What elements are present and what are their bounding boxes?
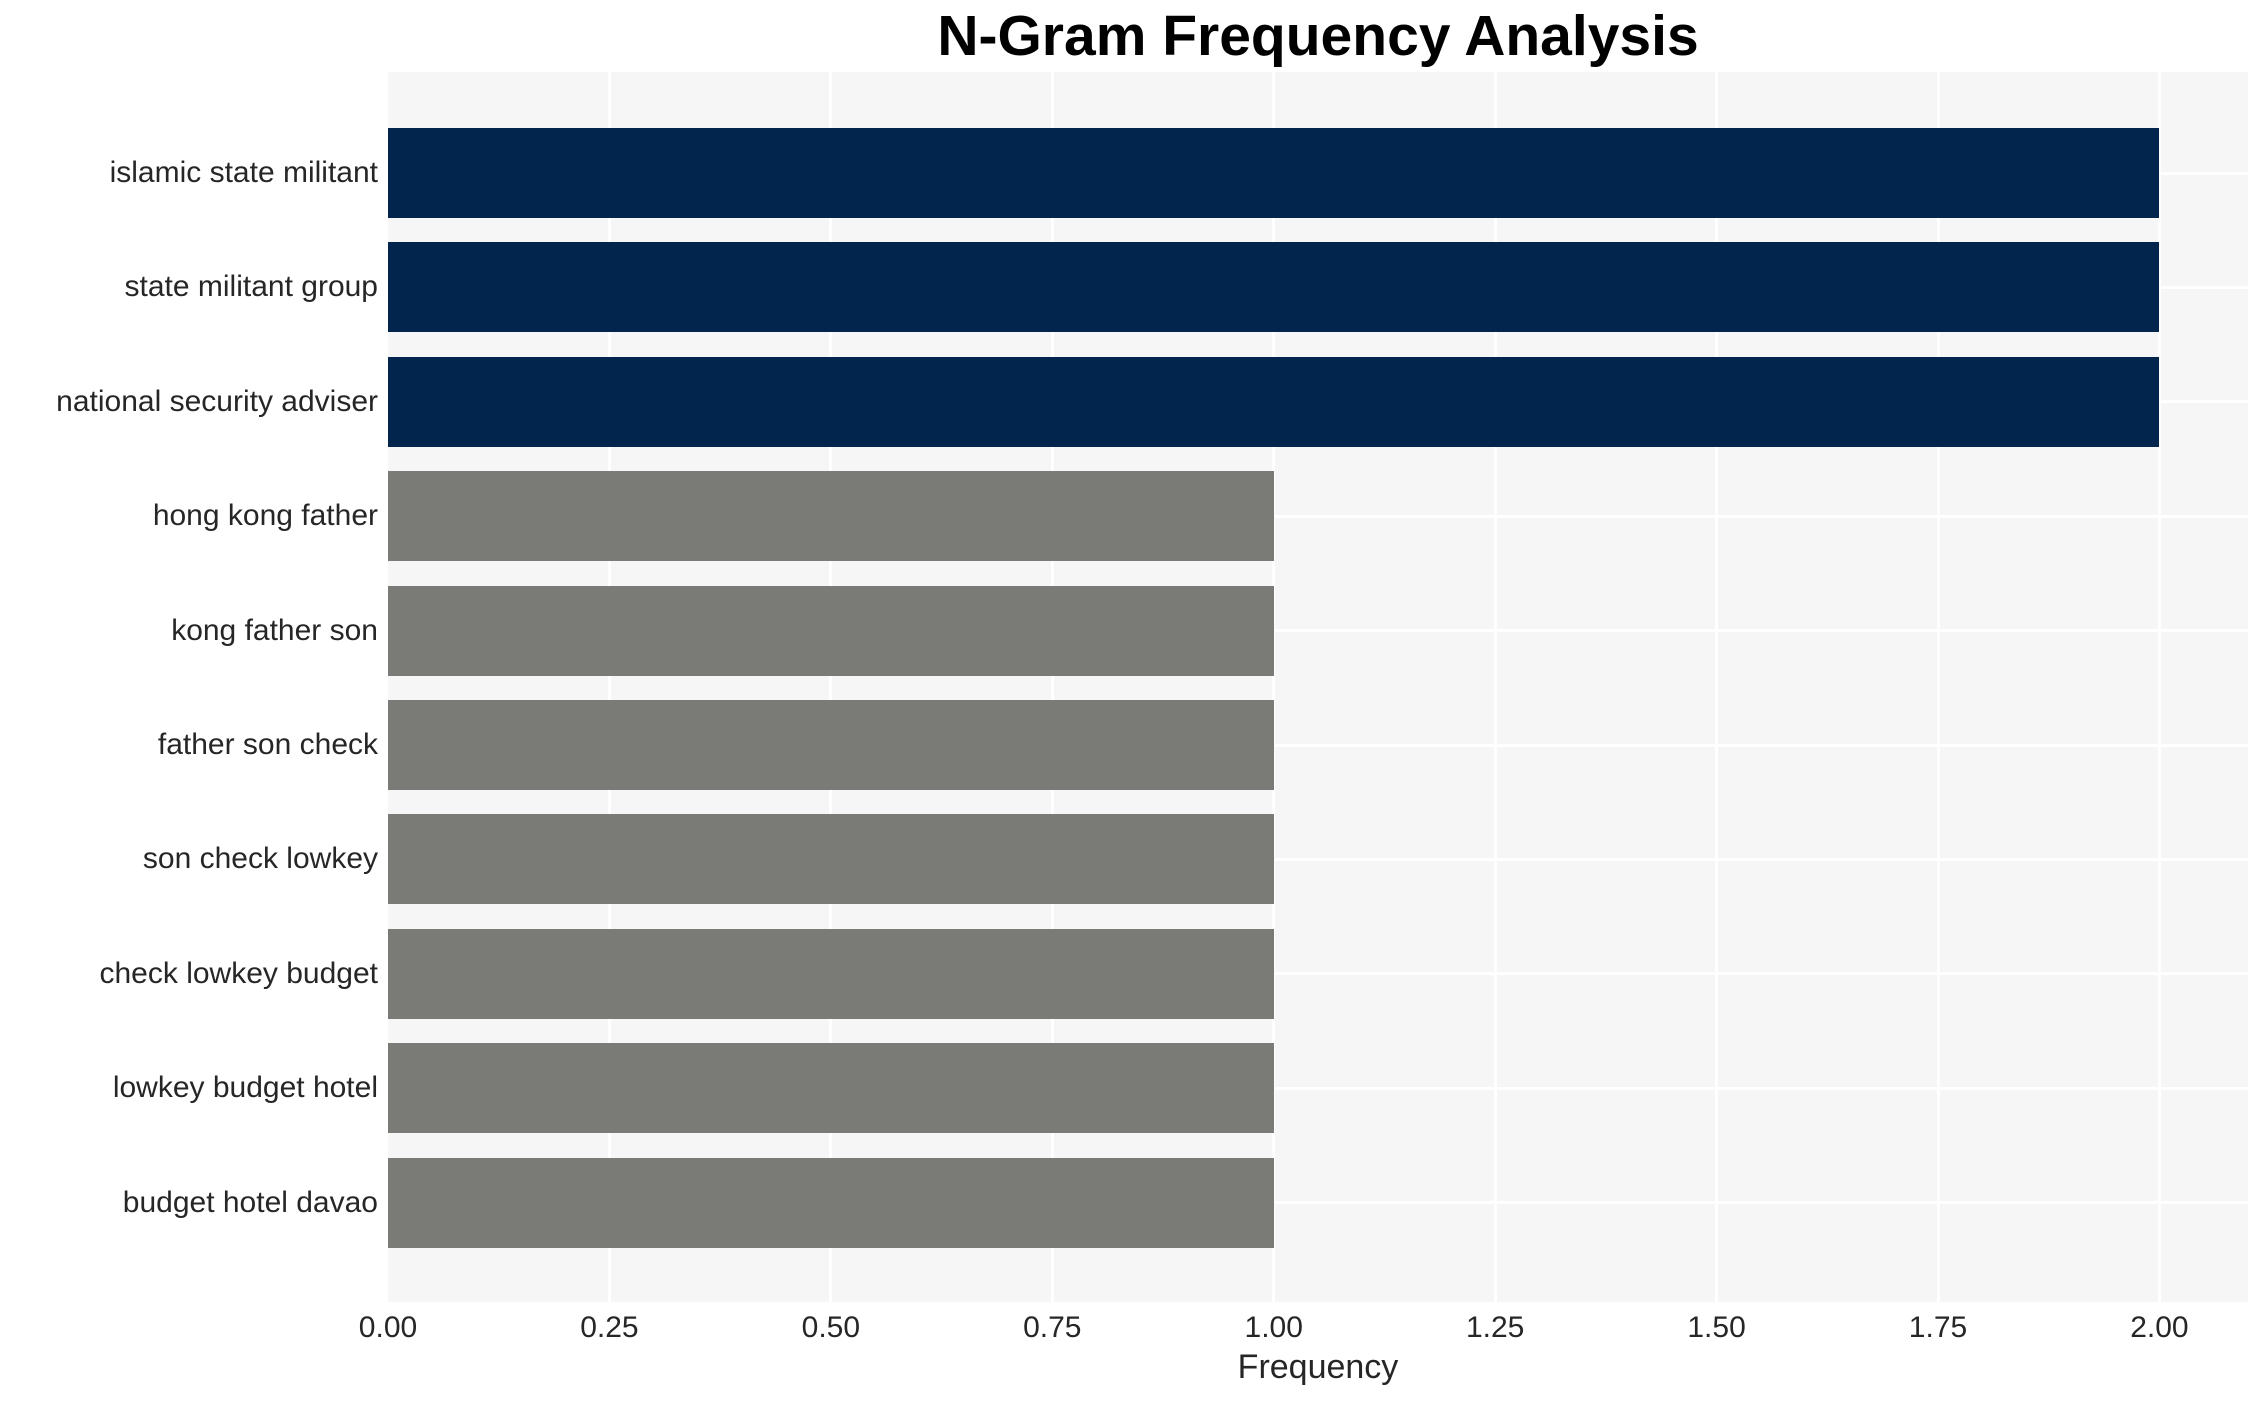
category-label: budget hotel davao (122, 1185, 378, 1219)
category-label: kong father son (171, 613, 378, 647)
category-label: son check lowkey (142, 842, 378, 876)
grid-line-vertical (829, 72, 833, 1302)
category-label: state militant group (124, 270, 378, 304)
grid-line-horizontal (388, 743, 2248, 747)
x-tick-label: 0.50 (801, 1311, 861, 1344)
category-label: check lowkey budget (99, 956, 379, 990)
grid-line-horizontal (388, 857, 2248, 861)
bar (388, 585, 1274, 676)
bar (388, 700, 1274, 790)
grid-line-vertical (1715, 72, 1719, 1302)
category-label: father son check (157, 728, 378, 761)
x-tick-label: 1.50 (1687, 1311, 1746, 1344)
grid-line-horizontal (388, 1086, 2248, 1090)
category-label: islamic state militant (109, 156, 378, 189)
bar (388, 1043, 1274, 1134)
grid-line-horizontal (388, 972, 2248, 976)
bar (388, 1157, 1274, 1248)
grid-line-vertical (1493, 72, 1497, 1302)
bar (388, 814, 1274, 905)
grid-line-vertical (2157, 72, 2161, 1302)
bar (388, 242, 2160, 333)
x-tick-label: 0.25 (580, 1311, 639, 1344)
x-tick-label: 2.00 (2130, 1311, 2189, 1344)
grid-line-vertical (1272, 72, 1276, 1302)
x-tick-label: 1.00 (1244, 1311, 1303, 1344)
bar (388, 128, 2160, 218)
grid-line-vertical (1936, 72, 1940, 1302)
x-tick-label: 1.25 (1465, 1311, 1525, 1344)
bar (388, 356, 2160, 447)
grid-line-vertical (607, 72, 611, 1302)
x-axis-label: Frequency (1237, 1348, 1399, 1386)
bar (388, 928, 1274, 1019)
category-label: hong kong father (152, 499, 378, 533)
x-tick-label: 0.00 (358, 1311, 418, 1344)
x-tick-label: 0.75 (1023, 1311, 1082, 1344)
grid-line-horizontal (388, 629, 2248, 633)
grid-line-vertical (1050, 72, 1054, 1302)
category-label: national security adviser (56, 384, 378, 418)
category-label: lowkey budget hotel (112, 1071, 378, 1105)
plot-area (388, 72, 2248, 1302)
x-tick-label: 1.75 (1908, 1311, 1968, 1344)
grid-line-horizontal (388, 514, 2248, 518)
chart-title: N-Gram Frequency Analysis (937, 4, 1699, 68)
bar (388, 471, 1274, 562)
grid-line-horizontal (388, 1201, 2248, 1205)
